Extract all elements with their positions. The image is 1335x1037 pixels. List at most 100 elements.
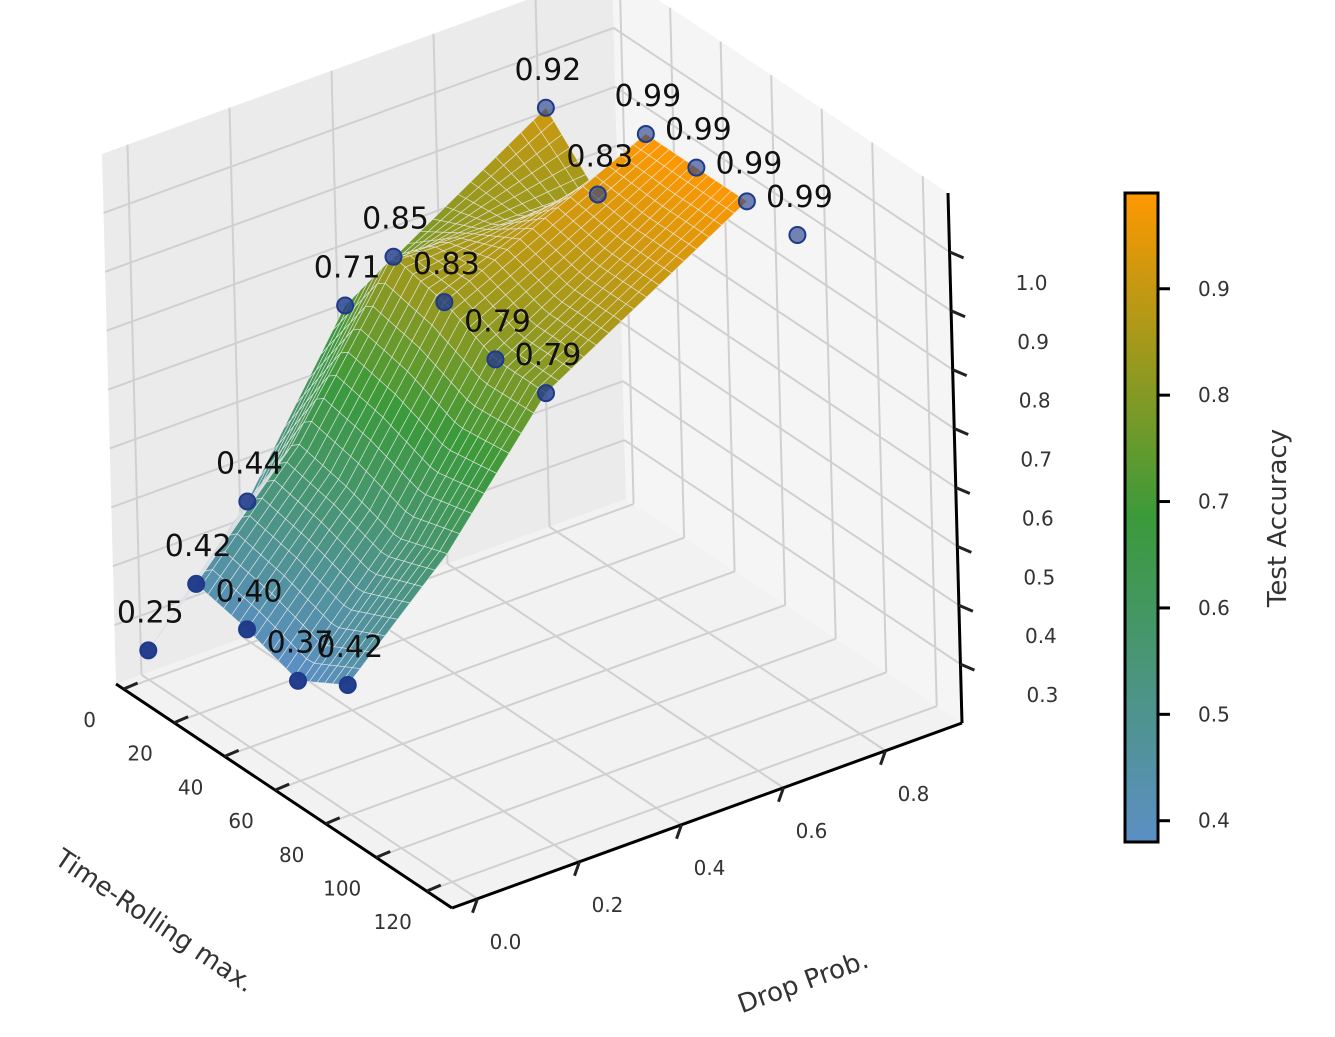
grid-line-z (619, 262, 957, 489)
y-tick-label: 0.0 (490, 930, 522, 954)
grid-line-z (620, 321, 958, 548)
grid-line-z (614, 85, 952, 312)
data-point (139, 641, 158, 660)
z-tick-label: 0.7 (1020, 448, 1052, 472)
colorbar: 0.4 0.5 0.6 0.7 0.8 0.9 Test Accuracy (1123, 191, 1293, 844)
grid-line-y (548, 525, 887, 752)
colorbar-tick-label: 0.8 (1198, 383, 1230, 407)
x-tick-label: 60 (228, 809, 253, 833)
z-tick (959, 662, 976, 672)
z-tick-label: 1.0 (1016, 271, 1048, 295)
z-tick (953, 427, 969, 436)
grid-line-z (103, 26, 614, 214)
data-point (289, 671, 308, 690)
colorbar-tick-label: 0.6 (1198, 596, 1230, 620)
z-tick-label: 0.8 (1019, 389, 1051, 413)
grid-line-x (173, 536, 685, 724)
z-tick (955, 486, 971, 495)
data-point (384, 247, 403, 266)
x-tick (274, 782, 290, 792)
data-label: 0.37 (267, 626, 334, 661)
z-tick-label: 0.4 (1025, 624, 1057, 648)
colorbar-label: Test Accuracy (1263, 429, 1293, 608)
data-point (238, 492, 257, 511)
y-tick (675, 824, 683, 840)
y-tick (777, 787, 785, 803)
grid-line-y (140, 673, 479, 900)
grid-line-x (224, 570, 735, 758)
colorbar-tick-label: 0.4 (1198, 809, 1230, 833)
data-point (788, 226, 807, 245)
data-point (336, 296, 355, 315)
data-point (737, 192, 756, 211)
data-point (187, 574, 206, 593)
tick-labels: 0 20 40 60 80 100 120 0.0 0.2 0.4 0.6 0.8 0.3 0.4 0.5 0… (83, 271, 1058, 954)
grid-line-x (426, 705, 938, 893)
z-tick-label: 0.6 (1022, 506, 1054, 530)
grid-line-x (375, 671, 887, 859)
data-label: 0.25 (117, 595, 184, 630)
data-point (537, 384, 556, 403)
grid-line-x (719, 41, 736, 572)
grid-line-x (770, 75, 787, 606)
data-label: 0.79 (464, 304, 531, 339)
grid-line-x (820, 108, 837, 639)
grid-line-y (126, 144, 143, 675)
y-tick (573, 861, 581, 877)
x-tick-label: 120 (374, 910, 412, 934)
x-axis-label: Time-Rolling max. (48, 843, 259, 999)
data-point (536, 98, 555, 117)
x-tick (122, 681, 139, 691)
colorbar-tick-label: 0.7 (1198, 490, 1230, 514)
y-tick-label: 0.8 (898, 782, 930, 806)
z-tick-label: 0.3 (1027, 683, 1059, 707)
grid-line-z (613, 27, 951, 253)
data-labels: 0.250.420.400.370.420.440.710.850.830.79… (117, 53, 833, 665)
x-tick-label: 20 (127, 742, 152, 766)
grid-line-x (921, 176, 938, 707)
data-label: 0.99 (665, 113, 732, 148)
data-label: 0.44 (216, 446, 283, 481)
y-tick-label: 0.6 (796, 819, 828, 843)
x-tick-label: 0 (83, 708, 96, 732)
grid-line-z (623, 439, 961, 665)
z-tick (956, 544, 972, 554)
grid-line-y (446, 562, 785, 789)
axes-lines (115, 192, 976, 914)
data-label: 0.99 (766, 180, 833, 215)
data-points (139, 98, 807, 694)
x-tick (375, 850, 391, 859)
z-tick (948, 250, 965, 260)
grid-line-x (871, 142, 888, 673)
data-point (687, 158, 706, 177)
data-point (636, 124, 655, 143)
data-label: 0.83 (566, 139, 633, 174)
z-tick-label: 0.9 (1017, 330, 1049, 354)
z-tick-label: 0.5 (1023, 565, 1055, 589)
x-tick (426, 883, 442, 893)
data-label: 0.99 (614, 79, 681, 114)
data-point (486, 350, 505, 369)
x-tick (325, 816, 341, 826)
z-tick (952, 368, 968, 378)
colorbar-ticks: 0.4 0.5 0.6 0.7 0.8 0.9 (1158, 277, 1230, 833)
z-tick (958, 603, 974, 613)
data-label: 0.85 (362, 202, 429, 237)
x-axis-line (115, 682, 453, 910)
y-tick (879, 750, 887, 766)
x-tick-label: 80 (279, 843, 304, 867)
grid-line-z (622, 380, 960, 607)
data-point (338, 675, 357, 694)
colorbar-tick-label: 0.9 (1198, 277, 1230, 301)
colorbar-tick-label: 0.5 (1198, 702, 1230, 726)
grid-line-z (104, 85, 616, 273)
grid-line-x (669, 7, 686, 538)
data-label: 0.92 (514, 53, 581, 88)
data-label: 0.42 (165, 529, 232, 564)
z-tick (950, 309, 966, 319)
y-axis-label: Drop Prob. (734, 945, 873, 1020)
data-point (588, 185, 607, 204)
floor-pane (116, 499, 962, 908)
colorbar-gradient (1123, 191, 1160, 844)
